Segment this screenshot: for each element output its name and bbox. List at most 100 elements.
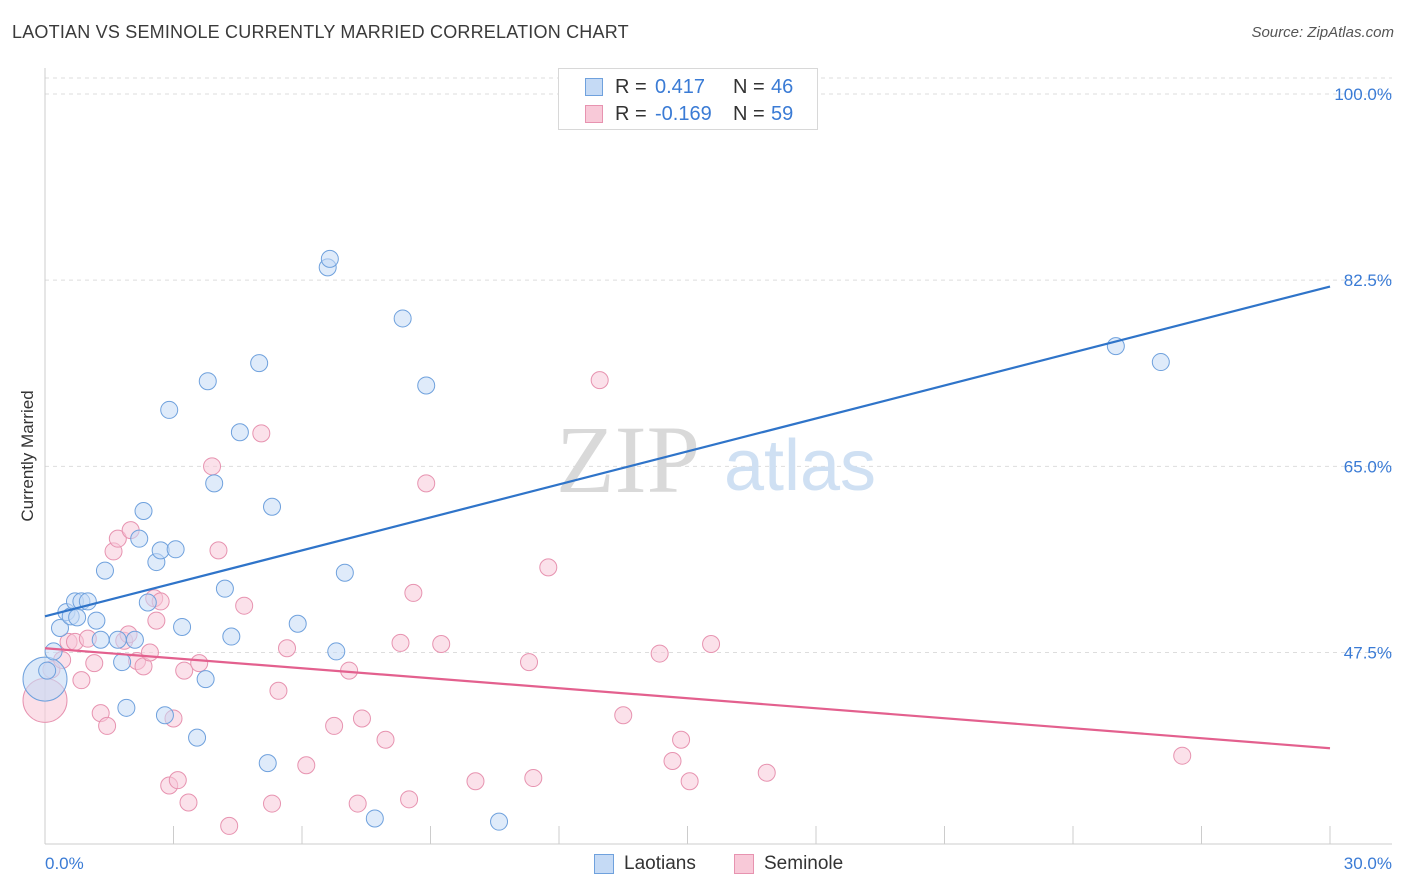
seminole-point (263, 794, 282, 813)
seminole-point (252, 424, 271, 443)
seminole-point (400, 790, 419, 809)
seminole-trend-line (44, 647, 1331, 750)
seminole-point (376, 730, 395, 749)
laotians-legend-label: Laotians (624, 853, 696, 874)
y-tick-label: 82.5% (1344, 271, 1392, 290)
seminole-point (140, 643, 159, 662)
n-value: 59 (771, 102, 794, 125)
laotians-point (250, 354, 269, 373)
watermark-atlas: atlas (724, 426, 876, 506)
laotians-point (91, 630, 110, 649)
laotians-point (417, 376, 436, 395)
seminole-point (650, 644, 669, 663)
seminole-point (348, 794, 367, 813)
laotians-point (198, 372, 217, 391)
seminole-point (297, 756, 316, 775)
laotians-point (215, 579, 234, 598)
seminole-point (209, 541, 228, 560)
seminole-point (1173, 746, 1192, 765)
y-axis-label: Currently Married (18, 390, 37, 521)
seminole-point (432, 634, 451, 653)
source-label: Source: ZipAtlas.com (1251, 24, 1394, 41)
correlation-legend: R = 0.417 N = 46 R = -0.169 N = 59 (558, 68, 818, 130)
seminole-point (203, 457, 222, 476)
watermark-zip: ZIP (556, 406, 700, 513)
chart-title: LAOTIAN VS SEMINOLE CURRENTLY MARRIED CO… (12, 22, 629, 42)
laotians-point (365, 809, 384, 828)
seminole-point (278, 639, 297, 658)
y-tick-label: 65.0% (1344, 457, 1392, 476)
seminole-point (539, 558, 558, 577)
laotians-point (113, 653, 132, 672)
seminole-point (85, 654, 104, 673)
seminole-point (352, 709, 371, 728)
laotians-point (44, 642, 63, 661)
seminole-point (220, 816, 239, 835)
laotians-swatch (585, 78, 603, 96)
seminole-point (702, 634, 721, 653)
laotians-point (125, 630, 144, 649)
axes-layer: 47.5% 65.0% 82.5% 100.0% 0.0% 30.0% (44, 68, 1392, 873)
y-tick-label: 100.0% (1334, 85, 1392, 104)
laotians-point (173, 617, 192, 636)
legend-item-laotians: Laotians (594, 852, 696, 876)
laotians-point (205, 474, 224, 493)
seminole-point (672, 730, 691, 749)
laotians-point (108, 630, 127, 649)
laotians-point (95, 561, 114, 580)
seminole-point (179, 793, 198, 812)
seminole-legend-swatch (734, 854, 754, 874)
laotians-point (230, 423, 249, 442)
r-value: 0.417 (655, 75, 706, 98)
laotians-trend-line (44, 285, 1331, 618)
laotians-point (117, 698, 136, 717)
seminole-point (417, 474, 436, 493)
laotians-point (130, 529, 149, 548)
laotians-point (196, 670, 215, 689)
r-label: R = (615, 102, 647, 125)
x-tick-label: 30.0% (1344, 854, 1392, 873)
laotians-point (87, 611, 106, 630)
seminole-swatch (585, 105, 603, 123)
laotians-point (155, 706, 174, 725)
seminole-point (466, 772, 485, 791)
seminole-point (168, 771, 187, 790)
seminole-point (269, 681, 288, 700)
trend-lines (44, 285, 1331, 750)
seminole-point (147, 611, 166, 630)
r-label: R = (615, 75, 647, 98)
n-value: 46 (771, 75, 794, 98)
seminole-point (72, 671, 91, 690)
laotians-point (490, 812, 509, 831)
laotians-point (138, 593, 157, 612)
laotians-point (68, 608, 87, 627)
r-value: -0.169 (655, 102, 712, 125)
seminole-point (235, 596, 254, 615)
seminole-point (325, 716, 344, 735)
grid-layer (45, 77, 1392, 653)
seminole-point (190, 654, 209, 673)
seminole-point (680, 772, 699, 791)
laotians-point (1151, 353, 1170, 372)
laotians-points (22, 249, 1170, 831)
seminole-point (404, 583, 423, 602)
legend-row-seminole: R = -0.169 N = 59 (585, 102, 793, 126)
seminole-point (520, 653, 539, 672)
laotians-point (222, 627, 241, 646)
laotians-point (166, 540, 185, 559)
laotians-point (393, 309, 412, 328)
y-tick-label: 47.5% (1344, 644, 1392, 663)
laotians-point (335, 563, 354, 582)
laotians-point (160, 400, 179, 419)
laotians-point (188, 728, 207, 747)
seminole-point (524, 769, 543, 788)
legend-row-laotians: R = 0.417 N = 46 (585, 75, 793, 99)
seminole-point (175, 661, 194, 680)
seminole-point (614, 706, 633, 725)
legend-item-seminole: Seminole (734, 852, 843, 876)
laotians-point (258, 754, 277, 773)
x-tick-label: 0.0% (45, 854, 84, 873)
seminole-point (590, 371, 609, 390)
laotians-point (38, 661, 57, 680)
